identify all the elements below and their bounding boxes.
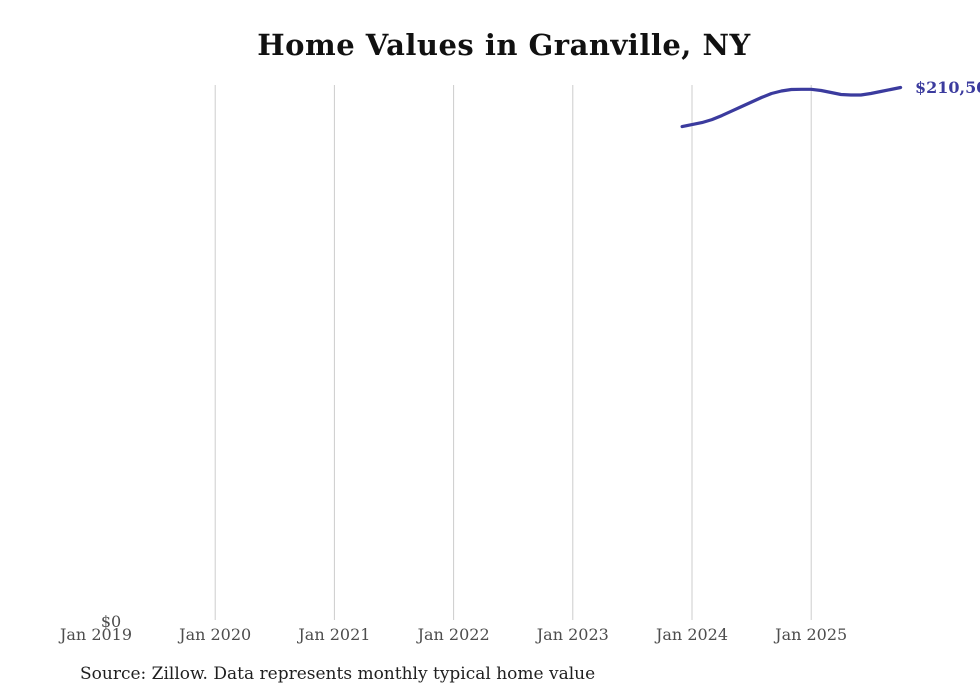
x-axis-tick-label: Jan 2020 [177, 625, 251, 644]
x-axis-tick-label: Jan 2023 [535, 625, 609, 644]
home-value-line-series [680, 85, 903, 129]
chart-title: Home Values in Granville, NY [257, 28, 751, 62]
latest-value-label: $210,500 [915, 78, 980, 97]
x-axis-tick-label: Jan 2022 [416, 625, 490, 644]
y-axis-zero-label: $0 [101, 612, 121, 631]
x-axis-tick-label: Jan 2019 [58, 625, 132, 644]
source-note: Source: Zillow. Data represents monthly … [80, 664, 596, 684]
x-axis-tick-label: Jan 2025 [773, 625, 847, 644]
year-gridlines [214, 85, 812, 620]
x-axis-tick-label: Jan 2021 [296, 625, 370, 644]
x-axis-tick-label: Jan 2024 [654, 625, 728, 644]
x-axis-tick-labels: Jan 2019 Jan 2020 Jan 2021 Jan 2022 Jan 2023… [58, 625, 847, 644]
